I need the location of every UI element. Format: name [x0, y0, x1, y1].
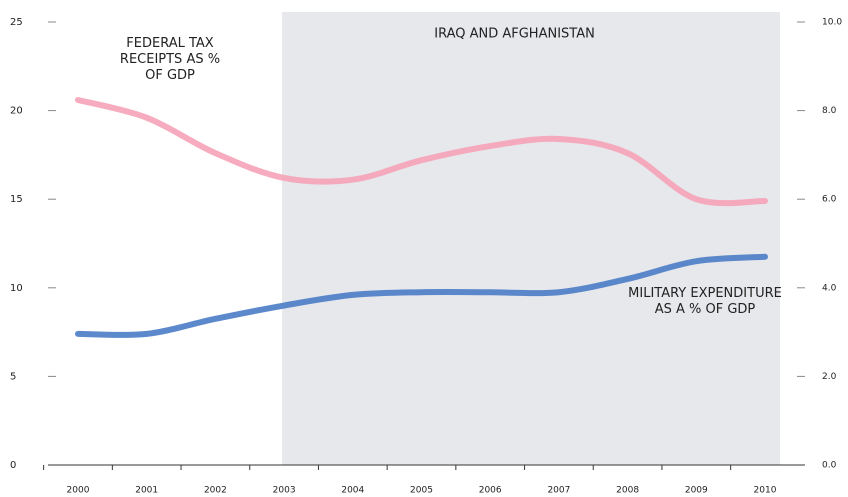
y-tick-label: 25: [10, 17, 23, 28]
y2-tick-label: 2.0: [822, 372, 837, 382]
x-tick-label: 2005: [410, 486, 433, 496]
y2-tick-label: 4.0: [822, 283, 837, 293]
x-tick-label: 2000: [67, 486, 90, 496]
highlight-label: IRAQ AND AFGHANISTAN: [434, 27, 595, 42]
x-tick-label: 2009: [685, 486, 708, 496]
series-line: [75, 96, 768, 207]
x-tick-label: 2002: [204, 486, 227, 496]
x-tick-label: 2008: [616, 486, 639, 496]
y-tick-label: 10: [10, 283, 23, 294]
x-tick-label: 2004: [341, 486, 364, 496]
y-tick-label: 0: [10, 460, 16, 471]
x-tick-label: 2003: [273, 486, 296, 496]
y-tick-label: 20: [10, 106, 23, 117]
y-tick-label: 5: [10, 371, 16, 382]
y2-tick-label: 0.0: [822, 461, 837, 471]
x-tick-label: 2001: [135, 486, 158, 496]
x-tick-label: 2007: [547, 486, 570, 496]
series-line: [75, 253, 768, 338]
y-tick-label: 15: [10, 194, 23, 205]
x-tick-label: 2010: [754, 486, 777, 496]
highlight-band: [282, 12, 780, 465]
y2-tick-label: 8.0: [822, 106, 837, 116]
series-label: FEDERAL TAX RECEIPTS AS % OF GDP: [119, 36, 221, 83]
y2-tick-label: 10.0: [822, 18, 842, 28]
x-tick-label: 2006: [479, 486, 502, 496]
series-label: MILITARY EXPENDITURE AS A % OF GDP: [628, 286, 782, 317]
y2-tick-label: 6.0: [822, 195, 837, 205]
